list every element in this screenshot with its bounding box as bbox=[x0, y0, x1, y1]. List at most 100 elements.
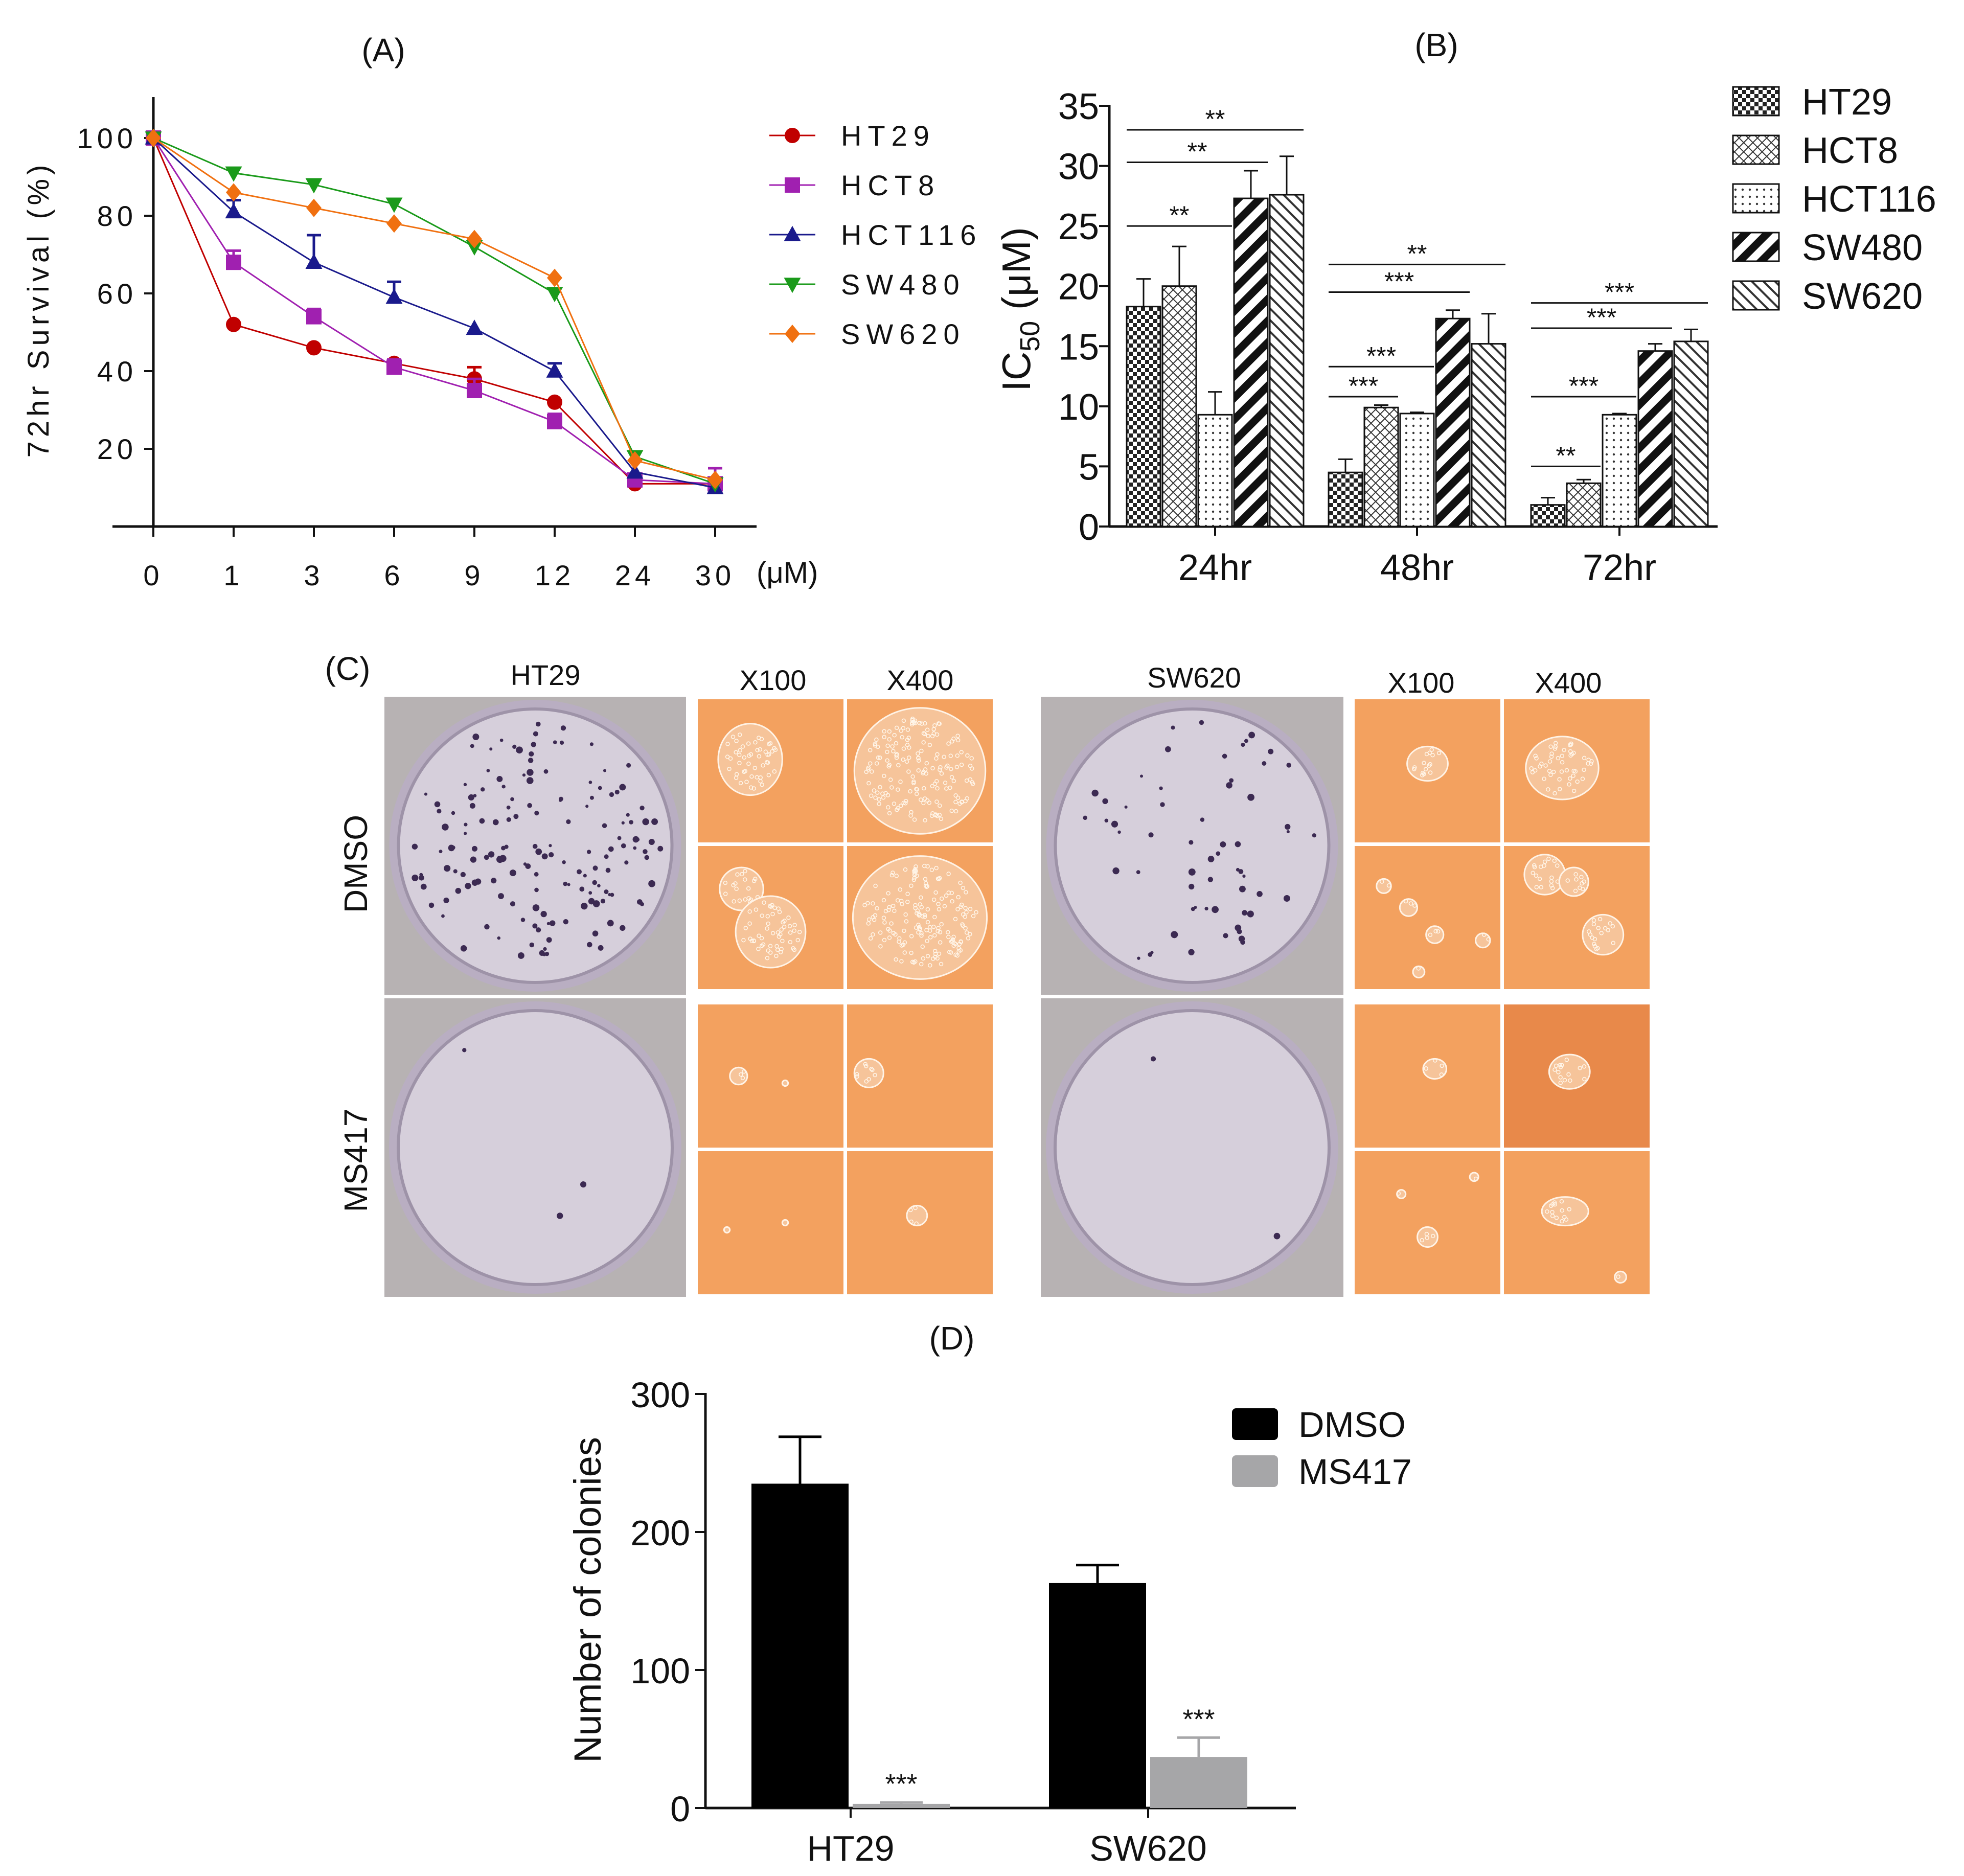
cell bbox=[892, 908, 897, 913]
cell bbox=[870, 1067, 875, 1072]
cell bbox=[1591, 918, 1596, 923]
cell bbox=[949, 767, 953, 771]
cell bbox=[763, 749, 768, 754]
legend-marker-hct116 bbox=[784, 225, 801, 241]
cell bbox=[1562, 1078, 1567, 1083]
colony-dot bbox=[577, 869, 582, 875]
cell bbox=[751, 786, 757, 791]
point-sw480-12 bbox=[546, 287, 563, 303]
series-ms417: *** *** bbox=[853, 1704, 1247, 1808]
point-hct116-9 bbox=[466, 319, 483, 335]
colony-dot bbox=[497, 936, 501, 940]
micrograph-ht29-ms417-x100-b bbox=[698, 1151, 843, 1294]
cell bbox=[1558, 1065, 1563, 1069]
cell bbox=[738, 748, 742, 753]
cell bbox=[873, 883, 878, 888]
point-sw620-6 bbox=[386, 214, 402, 233]
cell bbox=[759, 936, 764, 941]
cell bbox=[970, 766, 974, 771]
legend-marker-sw480 bbox=[784, 278, 801, 293]
cell bbox=[960, 922, 965, 927]
cell bbox=[866, 781, 871, 786]
legend-label: HCT116 bbox=[1802, 179, 1936, 220]
cell bbox=[1582, 879, 1586, 884]
cell bbox=[938, 803, 942, 808]
cell bbox=[909, 950, 914, 955]
bar-dmso-sw620 bbox=[1049, 1583, 1146, 1808]
cell bbox=[919, 797, 923, 802]
cell bbox=[922, 786, 926, 791]
cell bbox=[1551, 769, 1556, 774]
colony-dot bbox=[439, 850, 443, 854]
colony-dot bbox=[479, 818, 485, 824]
cell bbox=[753, 740, 758, 745]
cell bbox=[916, 768, 921, 773]
cell bbox=[748, 752, 753, 757]
cell bbox=[768, 950, 773, 955]
cell bbox=[1534, 756, 1539, 761]
micrograph-background bbox=[1355, 846, 1500, 989]
cell bbox=[735, 872, 740, 877]
cell bbox=[878, 785, 882, 790]
colony-dot bbox=[592, 865, 598, 871]
cell bbox=[1433, 929, 1438, 934]
micrograph-sw620-dmso-x100-a bbox=[1355, 699, 1500, 842]
cell bbox=[1533, 753, 1538, 758]
cell bbox=[1558, 787, 1562, 791]
cell bbox=[949, 939, 954, 944]
cell bbox=[1582, 1077, 1587, 1082]
cell bbox=[765, 955, 770, 960]
cell bbox=[936, 926, 941, 930]
bar-dmso-ht29 bbox=[751, 1483, 849, 1808]
cell bbox=[894, 725, 899, 730]
legend-item-hct116: HCT116 bbox=[769, 219, 976, 251]
cell bbox=[1574, 877, 1579, 882]
cell bbox=[963, 906, 968, 910]
colony-dot bbox=[541, 853, 548, 860]
cell bbox=[932, 723, 937, 728]
cell bbox=[1538, 864, 1543, 870]
cell bbox=[1548, 744, 1553, 749]
bar-hct116-24hr bbox=[1197, 414, 1233, 528]
cell bbox=[1592, 936, 1597, 942]
cell bbox=[922, 863, 927, 868]
colony-dot bbox=[460, 872, 466, 878]
colony-dot bbox=[484, 924, 490, 930]
panel-c-row-label-ms417: MS417 bbox=[337, 1109, 374, 1212]
colony-dot bbox=[651, 818, 658, 825]
cell bbox=[940, 896, 944, 901]
point-sw480-3 bbox=[305, 178, 323, 194]
colony-dot bbox=[549, 852, 554, 858]
cell bbox=[1573, 872, 1578, 877]
cell bbox=[949, 890, 954, 896]
cell bbox=[889, 785, 894, 790]
significance-label: *** bbox=[1605, 278, 1634, 307]
cell bbox=[902, 950, 907, 955]
cell bbox=[958, 904, 963, 909]
cell bbox=[743, 769, 747, 773]
cell bbox=[887, 737, 892, 742]
cell bbox=[1554, 1063, 1559, 1068]
cell bbox=[774, 953, 779, 958]
cell bbox=[938, 767, 942, 772]
cell bbox=[1549, 754, 1554, 759]
cell bbox=[882, 920, 887, 925]
colony-dot bbox=[620, 925, 626, 931]
colony-dot bbox=[1150, 951, 1154, 954]
micrograph-background bbox=[698, 1151, 843, 1294]
cell bbox=[897, 936, 902, 941]
colony-dot bbox=[1283, 895, 1290, 902]
legend-swatch bbox=[1732, 134, 1780, 165]
colony-dot bbox=[598, 786, 602, 790]
legend-label: SW480 bbox=[1802, 227, 1923, 268]
legend-label: SW620 bbox=[841, 318, 966, 350]
cell bbox=[1546, 787, 1550, 792]
cell bbox=[916, 930, 921, 935]
cell bbox=[1611, 941, 1615, 945]
colony-dot bbox=[542, 912, 547, 917]
colony-dot bbox=[644, 855, 649, 860]
panel-label-c: (C) bbox=[325, 650, 371, 687]
cell bbox=[1529, 766, 1534, 771]
colony-dot bbox=[473, 794, 477, 797]
cell bbox=[768, 944, 773, 949]
